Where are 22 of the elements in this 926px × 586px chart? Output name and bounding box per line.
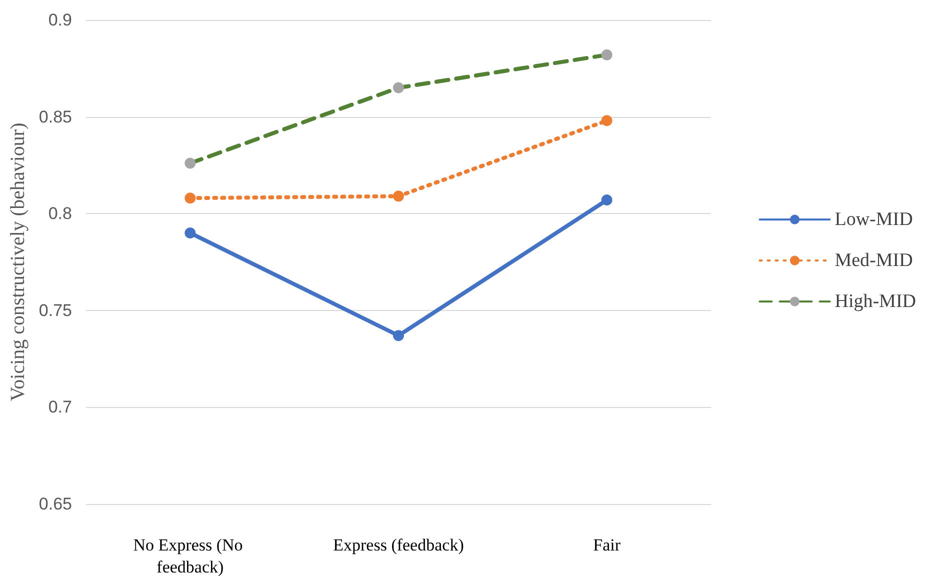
x-tick-label: Express (feedback) bbox=[333, 536, 464, 554]
point bbox=[393, 330, 404, 342]
y-tick-label: 0.85 bbox=[38, 107, 72, 126]
point bbox=[601, 49, 612, 60]
legend-label: High-MID bbox=[834, 291, 916, 312]
y-tick-label: 0.9 bbox=[48, 10, 72, 30]
point bbox=[393, 82, 404, 94]
x-tick-label: No Express (No feedback) bbox=[133, 536, 248, 576]
point bbox=[601, 115, 612, 126]
point bbox=[393, 190, 404, 202]
legend-label: Med-MID bbox=[834, 250, 913, 271]
y-tick-label: 0.75 bbox=[38, 300, 72, 320]
y-tick-label: 0.8 bbox=[48, 204, 72, 224]
legend-label: Low-MID bbox=[834, 209, 913, 230]
y-tick-label: 0.65 bbox=[38, 494, 72, 514]
y-tick-label: 0.7 bbox=[48, 398, 72, 417]
point bbox=[184, 192, 196, 204]
point bbox=[601, 194, 612, 206]
point bbox=[184, 158, 196, 169]
x-tick-label: Fair bbox=[593, 536, 621, 554]
y-axis-title: Voicing constructively (behaviour) bbox=[7, 122, 29, 402]
point bbox=[184, 227, 196, 238]
